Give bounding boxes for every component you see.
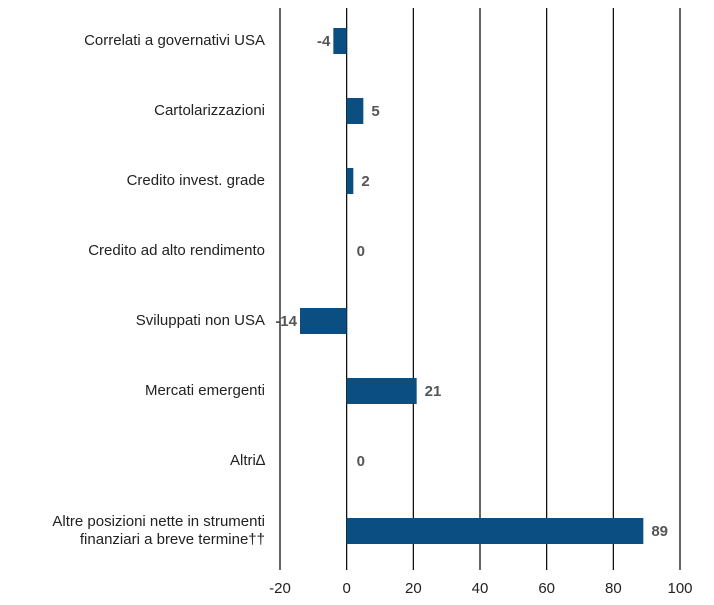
bar (300, 308, 347, 334)
y-tick-label: Credito invest. grade (126, 172, 265, 189)
x-tick-label: 60 (538, 580, 555, 597)
x-tick-label: 100 (667, 580, 692, 597)
x-tick-label: -20 (269, 580, 291, 597)
bar (346, 98, 364, 124)
data-label: 5 (371, 103, 379, 120)
y-tick-label: Mercati emergenti (144, 382, 265, 399)
data-label: 21 (425, 383, 442, 400)
data-label: -4 (317, 33, 331, 50)
y-tick-label: Credito ad alto rendimento (88, 242, 265, 259)
y-tick-label: Sviluppati non USA (135, 312, 265, 329)
y-tick-label: Cartolarizzazioni (154, 102, 265, 119)
y-tick-label: Correlati a governativi USA (84, 32, 265, 49)
x-tick-label: 80 (605, 580, 622, 597)
x-tick-label: 0 (342, 580, 350, 597)
x-tick-label: 20 (405, 580, 422, 597)
bar (333, 28, 347, 54)
data-label: 2 (361, 173, 369, 190)
y-tick-label: Altri∆ (229, 452, 265, 469)
data-label: 0 (357, 243, 365, 260)
data-label: 0 (357, 453, 365, 470)
bar (346, 518, 644, 544)
bar (346, 168, 354, 194)
data-label: 89 (651, 523, 668, 540)
x-tick-label: 40 (472, 580, 489, 597)
y-tick-label: Altre posizioni nette in strumenti finan… (52, 513, 265, 548)
bar (346, 378, 417, 404)
data-label: -14 (275, 313, 297, 330)
